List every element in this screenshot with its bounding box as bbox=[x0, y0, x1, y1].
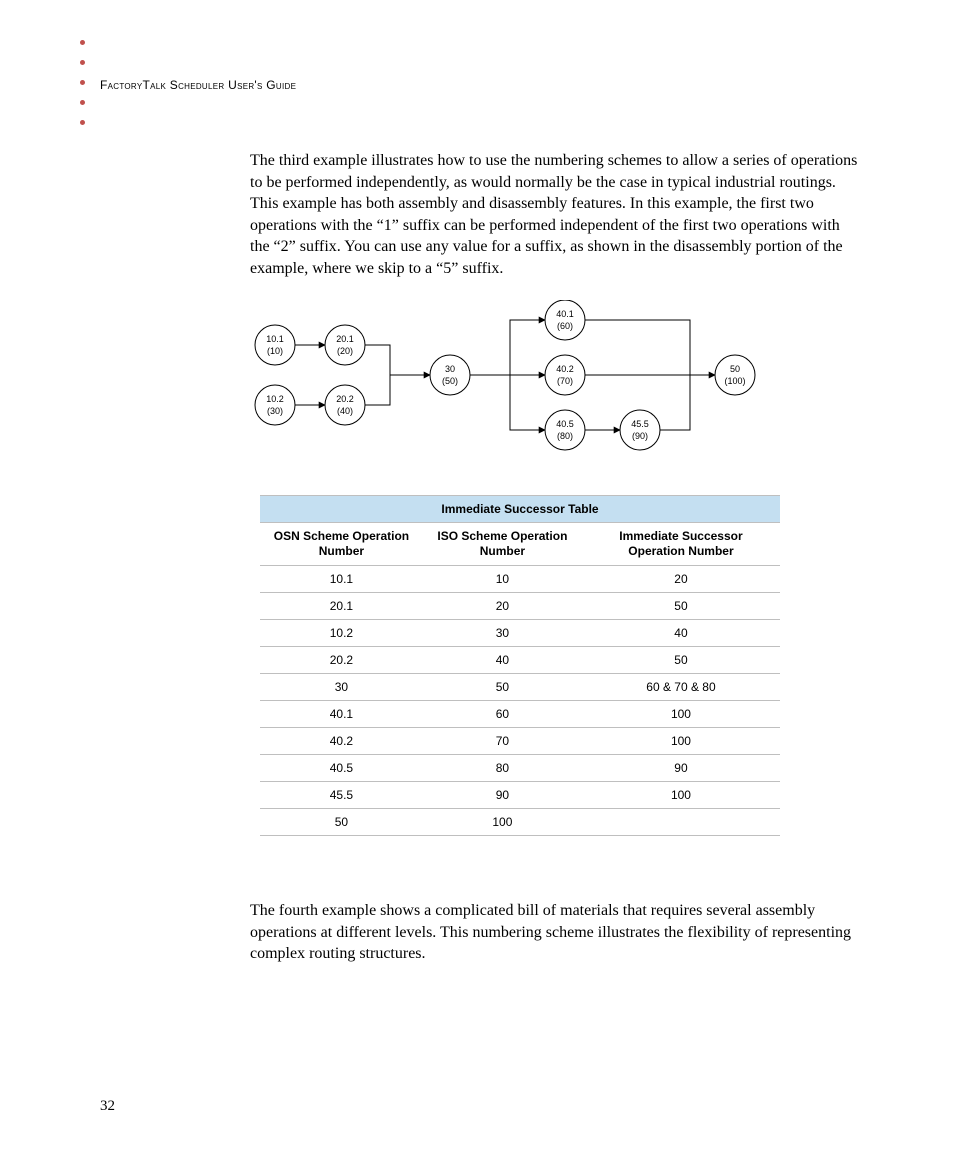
table-row: 20.12050 bbox=[260, 593, 780, 620]
table-body: 10.1102020.1205010.2304020.24050305060 &… bbox=[260, 566, 780, 836]
svg-text:30: 30 bbox=[445, 364, 455, 374]
table-row: 10.11020 bbox=[260, 566, 780, 593]
dot-icon bbox=[80, 100, 85, 105]
table-cell: 50 bbox=[423, 674, 582, 701]
table-row: 305060 & 70 & 80 bbox=[260, 674, 780, 701]
diagram-edge bbox=[585, 320, 690, 375]
table-cell: 80 bbox=[423, 755, 582, 782]
table-cell: 100 bbox=[582, 728, 780, 755]
table-cell: 100 bbox=[423, 809, 582, 836]
table-cell: 45.5 bbox=[260, 782, 423, 809]
diagram-edge bbox=[510, 320, 545, 375]
margin-dots bbox=[80, 40, 85, 140]
svg-text:(90): (90) bbox=[632, 431, 648, 441]
diagram-node: 40.2 (70) bbox=[545, 355, 585, 395]
table-row: 10.23040 bbox=[260, 620, 780, 647]
diagram-node: 40.5 (80) bbox=[545, 410, 585, 450]
svg-text:10.2: 10.2 bbox=[266, 394, 284, 404]
paragraph-1: The third example illustrates how to use… bbox=[250, 150, 860, 280]
table-row: 50100 bbox=[260, 809, 780, 836]
table-col-succ: Immediate Successor Operation Number bbox=[582, 523, 780, 566]
svg-text:(30): (30) bbox=[267, 406, 283, 416]
paragraph-2: The fourth example shows a complicated b… bbox=[250, 900, 860, 965]
table-cell: 60 & 70 & 80 bbox=[582, 674, 780, 701]
diagram-edge bbox=[660, 375, 690, 430]
table-cell: 40.1 bbox=[260, 701, 423, 728]
table-cell: 10 bbox=[423, 566, 582, 593]
routing-diagram: 10.1 (10) 20.1 (20) 10.2 (30) 20.2 (40) 30 (50) 40… bbox=[250, 300, 780, 460]
document-page: FactoryTalk Scheduler User's Guide The t… bbox=[0, 0, 954, 1163]
diagram-node: 30 (50) bbox=[430, 355, 470, 395]
table-cell: 40 bbox=[423, 647, 582, 674]
svg-text:(70): (70) bbox=[557, 376, 573, 386]
table-cell: 30 bbox=[260, 674, 423, 701]
diagram-edge bbox=[365, 345, 390, 375]
successor-table: Immediate Successor Table OSN Scheme Ope… bbox=[260, 495, 780, 836]
dot-icon bbox=[80, 120, 85, 125]
diagram-node: 40.1 (60) bbox=[545, 300, 585, 340]
svg-text:20.1: 20.1 bbox=[336, 334, 354, 344]
table-cell: 40 bbox=[582, 620, 780, 647]
dot-icon bbox=[80, 60, 85, 65]
diagram-node: 10.2 (30) bbox=[255, 385, 295, 425]
table-cell: 50 bbox=[582, 647, 780, 674]
svg-text:(10): (10) bbox=[267, 346, 283, 356]
table-cell: 50 bbox=[260, 809, 423, 836]
table-cell: 40.5 bbox=[260, 755, 423, 782]
table-cell: 50 bbox=[582, 593, 780, 620]
table-col-osn: OSN Scheme Operation Number bbox=[260, 523, 423, 566]
table-cell: 20.2 bbox=[260, 647, 423, 674]
dot-icon bbox=[80, 40, 85, 45]
page-number: 32 bbox=[100, 1098, 115, 1115]
svg-text:20.2: 20.2 bbox=[336, 394, 354, 404]
diagram-node: 20.2 (40) bbox=[325, 385, 365, 425]
svg-text:50: 50 bbox=[730, 364, 740, 374]
table-cell: 100 bbox=[582, 782, 780, 809]
table-title: Immediate Successor Table bbox=[260, 496, 780, 523]
table-cell: 20.1 bbox=[260, 593, 423, 620]
svg-text:(100): (100) bbox=[724, 376, 745, 386]
table-cell: 10.1 bbox=[260, 566, 423, 593]
table-row: 40.58090 bbox=[260, 755, 780, 782]
svg-text:(20): (20) bbox=[337, 346, 353, 356]
svg-text:(40): (40) bbox=[337, 406, 353, 416]
table-row: 20.24050 bbox=[260, 647, 780, 674]
table-cell: 40.2 bbox=[260, 728, 423, 755]
diagram-node: 50 (100) bbox=[715, 355, 755, 395]
diagram-edge bbox=[365, 375, 430, 405]
table-cell: 90 bbox=[582, 755, 780, 782]
svg-text:10.1: 10.1 bbox=[266, 334, 284, 344]
svg-text:(60): (60) bbox=[557, 321, 573, 331]
table-row: 40.160100 bbox=[260, 701, 780, 728]
svg-text:(50): (50) bbox=[442, 376, 458, 386]
table-cell: 20 bbox=[423, 593, 582, 620]
svg-text:40.1: 40.1 bbox=[556, 309, 574, 319]
table-cell: 60 bbox=[423, 701, 582, 728]
diagram-node: 45.5 (90) bbox=[620, 410, 660, 450]
table-cell bbox=[582, 809, 780, 836]
table-cell: 10.2 bbox=[260, 620, 423, 647]
running-header: FactoryTalk Scheduler User's Guide bbox=[100, 78, 296, 92]
svg-text:45.5: 45.5 bbox=[631, 419, 649, 429]
svg-text:(80): (80) bbox=[557, 431, 573, 441]
table-row: 45.590100 bbox=[260, 782, 780, 809]
diagram-node: 10.1 (10) bbox=[255, 325, 295, 365]
svg-text:40.5: 40.5 bbox=[556, 419, 574, 429]
diagram-edge bbox=[510, 375, 545, 430]
table-col-iso: ISO Scheme Operation Number bbox=[423, 523, 582, 566]
table-cell: 30 bbox=[423, 620, 582, 647]
table-cell: 90 bbox=[423, 782, 582, 809]
table-cell: 70 bbox=[423, 728, 582, 755]
diagram-node: 20.1 (20) bbox=[325, 325, 365, 365]
svg-text:40.2: 40.2 bbox=[556, 364, 574, 374]
table-cell: 20 bbox=[582, 566, 780, 593]
dot-icon bbox=[80, 80, 85, 85]
table-cell: 100 bbox=[582, 701, 780, 728]
table-row: 40.270100 bbox=[260, 728, 780, 755]
